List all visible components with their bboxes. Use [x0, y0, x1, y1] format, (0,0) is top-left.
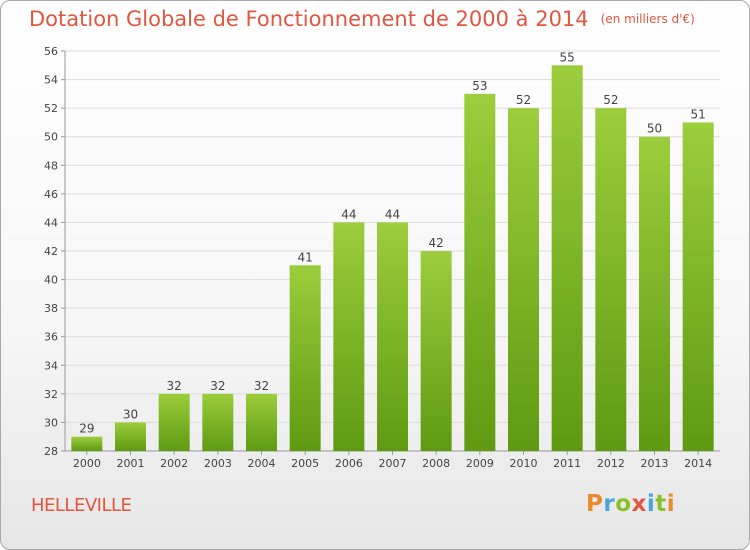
y-tick-label: 38 — [44, 302, 58, 315]
place-name: HELLEVILLE — [31, 495, 132, 516]
x-tick-label: 2004 — [248, 457, 276, 470]
data-label: 44 — [385, 207, 400, 221]
y-tick-label: 28 — [44, 445, 58, 458]
y-tick-label: 34 — [44, 359, 58, 372]
x-tick-label: 2003 — [204, 457, 232, 470]
data-label: 42 — [429, 236, 444, 250]
chart-title: Dotation Globale de Fonctionnement de 20… — [29, 7, 695, 31]
data-label: 32 — [254, 379, 269, 393]
x-tick-label: 2013 — [641, 457, 669, 470]
x-tick-label: 2006 — [335, 457, 363, 470]
y-tick-label: 54 — [44, 74, 58, 87]
logo-letter: t — [655, 491, 667, 517]
data-label: 41 — [298, 250, 313, 264]
x-tick-label: 2007 — [379, 457, 407, 470]
x-tick-label: 2001 — [117, 457, 145, 470]
logo-letter: i — [666, 491, 676, 517]
bar-2003 — [202, 393, 234, 451]
x-tick-label: 2000 — [73, 457, 101, 470]
bar-2001 — [115, 422, 146, 451]
y-tick-label: 32 — [44, 388, 58, 401]
bar-2011 — [551, 65, 583, 452]
x-tick-label: 2002 — [160, 457, 188, 470]
x-tick-label: 2008 — [422, 457, 450, 470]
y-tick-labels: 28 30 32 34 36 38 40 42 44 46 48 50 52 54 56 — [44, 45, 58, 458]
bar-2012 — [595, 108, 627, 452]
y-tick-label: 30 — [44, 416, 58, 429]
data-label: 29 — [79, 422, 94, 436]
data-labels: 29 30 32 32 32 41 44 44 42 53 52 55 52 50 51 — [79, 50, 706, 435]
y-tick-label: 36 — [44, 331, 58, 344]
bar-2014 — [682, 122, 714, 451]
y-tick-label: 56 — [44, 45, 58, 58]
x-tick-label: 2010 — [510, 457, 538, 470]
x-tick-label: 2014 — [684, 457, 712, 470]
y-tick-label: 52 — [44, 102, 58, 115]
bar-2007 — [377, 222, 408, 451]
bar-2013 — [639, 136, 670, 451]
data-label: 44 — [341, 207, 356, 221]
bars — [71, 65, 714, 452]
bar-2004 — [246, 393, 277, 451]
data-label: 52 — [516, 93, 531, 107]
bar-2010 — [508, 108, 539, 452]
proxiti-logo[interactable]: Proxiti — [586, 491, 675, 517]
data-label: 30 — [123, 407, 138, 421]
logo-letter: P — [586, 491, 604, 517]
x-tick-label: 2009 — [466, 457, 494, 470]
data-label: 55 — [560, 50, 575, 64]
y-tick-label: 46 — [44, 188, 58, 201]
y-tick-label: 40 — [44, 274, 58, 287]
logo-letter: x — [631, 491, 647, 517]
bar-2008 — [420, 251, 452, 451]
x-tick-labels: 2000 2001 2002 2003 2004 2005 2006 2007 2008 2009… — [73, 451, 712, 470]
data-label: 52 — [603, 93, 618, 107]
y-tick-label: 48 — [44, 159, 58, 172]
data-label: 32 — [167, 379, 182, 393]
data-label: 50 — [647, 122, 662, 136]
bar-2006 — [333, 222, 365, 451]
data-label: 53 — [472, 79, 487, 93]
x-tick-label: 2011 — [553, 457, 581, 470]
bar-2002 — [158, 393, 190, 451]
logo-letter: o — [615, 491, 632, 517]
logo-letter: i — [646, 491, 656, 517]
x-tick-label: 2012 — [597, 457, 625, 470]
bar-2005 — [289, 265, 321, 451]
y-tick-label: 44 — [44, 216, 58, 229]
x-tick-label: 2005 — [291, 457, 319, 470]
y-tick-label: 42 — [44, 245, 58, 258]
bar-2000 — [71, 436, 103, 451]
data-label: 51 — [691, 107, 706, 121]
y-tick-label: 50 — [44, 131, 58, 144]
title-text: Dotation Globale de Fonctionnement de 20… — [29, 7, 589, 31]
logo-letter: r — [603, 491, 616, 517]
unit-label: (en milliers d'€) — [600, 12, 695, 26]
bar-2009 — [464, 93, 496, 451]
data-label: 32 — [210, 379, 225, 393]
